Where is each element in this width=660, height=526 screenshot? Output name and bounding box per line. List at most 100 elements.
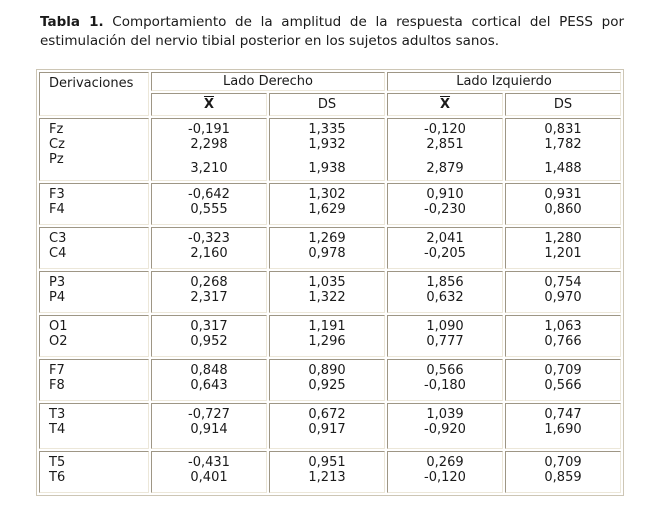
value: 0,269 (426, 455, 464, 470)
table-cell: 0,931 0,860 (505, 183, 622, 225)
value: 0,566 (544, 378, 582, 393)
value: 0,952 (190, 334, 228, 349)
derivation-labels: O1 O2 (39, 315, 149, 357)
derivation-labels: F7 F8 (39, 359, 149, 401)
value: 0,848 (190, 363, 228, 378)
caption-label: Tabla 1. (40, 14, 104, 30)
table-row-p3-p4: P3 P4 0,268 2,317 1,035 1,322 1,856 0,63… (39, 271, 622, 313)
derivation-label: P3 (49, 275, 66, 290)
value: -0,180 (424, 378, 466, 393)
derivation-label: C3 (49, 231, 67, 246)
table-cell: 1,856 0,632 (387, 271, 504, 313)
value: 1,932 (308, 137, 346, 152)
header-derivaciones: Derivaciones (39, 72, 149, 116)
derivation-label: Fz (49, 122, 64, 137)
derivation-label: O1 (49, 319, 68, 334)
table-cell: 1,280 1,201 (505, 227, 622, 269)
header-lado-izquierdo: Lado Izquierdo (387, 72, 622, 91)
derivation-label: T3 (49, 407, 66, 422)
table-cell: 2,041 -0,205 (387, 227, 504, 269)
table-cell: 1,035 1,322 (269, 271, 386, 313)
derivation-labels: Fz Cz Pz (39, 118, 149, 181)
table-cell: 0,747 1,690 (505, 403, 622, 449)
value: 0,925 (308, 378, 346, 393)
table-cell: 1,090 0,777 (387, 315, 504, 357)
table-caption: Tabla 1. Comportamiento de la amplitud d… (40, 13, 624, 51)
value: 0,914 (190, 422, 228, 437)
derivation-label: F4 (49, 202, 65, 217)
table-cell: 0,709 0,859 (505, 451, 622, 493)
value: 1,296 (308, 334, 346, 349)
table-cell: 0,269 -0,120 (387, 451, 504, 493)
value: 2,160 (190, 246, 228, 261)
table-row-t5-t6: T5 T6 -0,431 0,401 0,951 1,213 0,269 -0,… (39, 451, 622, 493)
table-cell: -0,323 2,160 (151, 227, 267, 269)
value: 0,890 (308, 363, 346, 378)
amplitude-table: Derivaciones Lado Derecho Lado Izquierdo… (36, 69, 625, 496)
header-ds-left: DS (505, 93, 622, 116)
value: -0,642 (188, 187, 230, 202)
derivation-labels: T5 T6 (39, 451, 149, 493)
value: 0,859 (544, 470, 582, 485)
value: 1,063 (544, 319, 582, 334)
value: 1,201 (544, 246, 582, 261)
value: 1,335 (308, 122, 346, 137)
table-cell: 1,302 1,629 (269, 183, 386, 225)
derivation-labels: F3 F4 (39, 183, 149, 225)
table-cell: 1,063 0,766 (505, 315, 622, 357)
table-cell: 0,566 -0,180 (387, 359, 504, 401)
table-cell: -0,191 2,298 3,210 (151, 118, 267, 181)
value: 2,298 (190, 137, 228, 152)
derivation-labels: T3 T4 (39, 403, 149, 449)
table-row-t3-t4: T3 T4 -0,727 0,914 0,672 0,917 1,039 -0,… (39, 403, 622, 449)
caption-text: Comportamiento de la amplitud de la resp… (40, 14, 625, 49)
value: 0,931 (544, 187, 582, 202)
value: 1,269 (308, 231, 346, 246)
header-row-stats: X DS X DS (39, 93, 622, 116)
table-cell: 0,754 0,970 (505, 271, 622, 313)
value: 0,917 (308, 422, 346, 437)
value: 1,213 (308, 470, 346, 485)
value: 2,317 (190, 290, 228, 305)
derivation-label: T6 (49, 470, 66, 485)
value: -0,431 (188, 455, 230, 470)
value: -0,205 (424, 246, 466, 261)
value: 1,856 (426, 275, 464, 290)
value: 3,210 (190, 161, 228, 176)
mean-symbol: X (203, 97, 215, 112)
table-cell: 1,269 0,978 (269, 227, 386, 269)
value: 1,782 (544, 137, 582, 152)
value: 1,035 (308, 275, 346, 290)
table-cell: 0,317 0,952 (151, 315, 267, 357)
derivation-label: T4 (49, 422, 66, 437)
table-cell: 0,848 0,643 (151, 359, 267, 401)
derivation-label: F3 (49, 187, 65, 202)
value: 1,302 (308, 187, 346, 202)
value: -0,920 (424, 422, 466, 437)
table-cell: 0,951 1,213 (269, 451, 386, 493)
value: 0,317 (190, 319, 228, 334)
value: 0,268 (190, 275, 228, 290)
table-row-f7-f8: F7 F8 0,848 0,643 0,890 0,925 0,566 -0,1… (39, 359, 622, 401)
value: -0,323 (188, 231, 230, 246)
header-mean-left: X (387, 93, 504, 116)
table-row-o1-o2: O1 O2 0,317 0,952 1,191 1,296 1,090 0,77… (39, 315, 622, 357)
table-cell: 0,709 0,566 (505, 359, 622, 401)
table-cell: -0,642 0,555 (151, 183, 267, 225)
value: 2,879 (426, 161, 464, 176)
table-cell: 1,191 1,296 (269, 315, 386, 357)
value: 0,555 (190, 202, 228, 217)
table-row-c3-c4: C3 C4 -0,323 2,160 1,269 0,978 2,041 -0,… (39, 227, 622, 269)
value: 1,039 (426, 407, 464, 422)
header-ds-right: DS (269, 93, 386, 116)
table-cell: 0,910 -0,230 (387, 183, 504, 225)
value: 1,322 (308, 290, 346, 305)
table-cell: 0,831 1,782 1,488 (505, 118, 622, 181)
value: 0,970 (544, 290, 582, 305)
derivation-labels: C3 C4 (39, 227, 149, 269)
table-cell: 1,039 -0,920 (387, 403, 504, 449)
value: 0,709 (544, 363, 582, 378)
table-cell: -0,120 2,851 2,879 (387, 118, 504, 181)
derivation-label: O2 (49, 334, 68, 349)
